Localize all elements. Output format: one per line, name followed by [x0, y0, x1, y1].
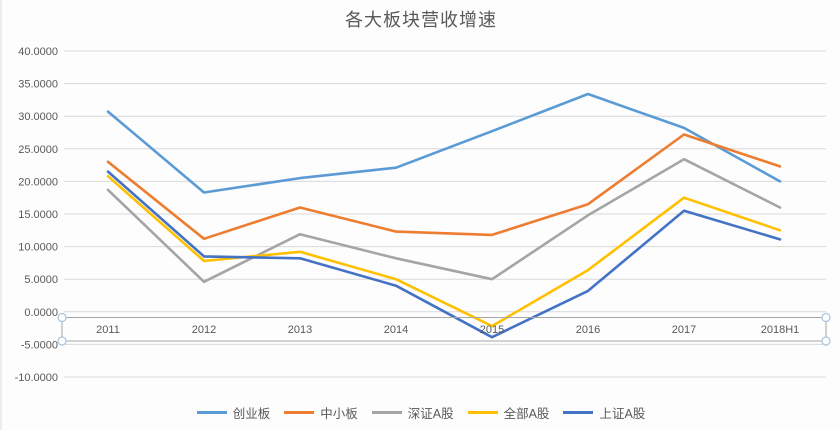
- y-axis-tick-label: 15.0000: [18, 209, 58, 221]
- y-axis-tick-label: 0.0000: [24, 307, 58, 319]
- axis-selection-handle[interactable]: [57, 312, 67, 323]
- x-axis-tick-label: 2017: [672, 324, 696, 336]
- x-axis-selection-box: [61, 317, 827, 342]
- x-axis-tick-label: 2011: [96, 324, 120, 336]
- y-axis-tick-label: 35.0000: [18, 79, 58, 91]
- legend-item-1: 中小板: [284, 403, 358, 422]
- legend-item-0: 创业板: [196, 403, 271, 422]
- y-axis-tick-label: 30.0000: [18, 111, 58, 123]
- y-axis-tick-label: 40.0000: [18, 46, 58, 58]
- series-line-2: [106, 157, 782, 284]
- x-axis-tick-label: 2015: [480, 324, 504, 336]
- y-axis-tick-label: 10.0000: [18, 242, 58, 254]
- series-line-4: [106, 170, 782, 339]
- x-axis-tick-label: 2014: [384, 324, 408, 336]
- legend: 创业板 中小板 深证A股 全部A股 上证A股: [2, 403, 840, 422]
- y-axis-tick-label: -10.0000: [15, 372, 58, 384]
- series-line-0: [106, 92, 782, 194]
- legend-label: 全部A股: [503, 407, 550, 421]
- axis-selection-handle[interactable]: [57, 336, 67, 346]
- legend-item-4: 上证A股: [563, 403, 645, 422]
- series-line-3: [106, 174, 782, 328]
- x-axis-tick-label: 2018H1: [761, 324, 800, 336]
- y-axis-tick-label: -5.0000: [21, 339, 58, 351]
- legend-swatch-icon: [284, 410, 315, 415]
- axis-selection-handle[interactable]: [821, 336, 831, 346]
- legend-label: 上证A股: [599, 407, 646, 421]
- legend-swatch-icon: [371, 410, 402, 415]
- x-axis-tick-label: 2016: [576, 324, 600, 336]
- legend-label: 创业板: [232, 407, 271, 421]
- legend-swatch-icon: [563, 410, 594, 415]
- y-axis-tick-label: 20.0000: [18, 176, 58, 188]
- legend-label: 中小板: [320, 407, 358, 421]
- legend-item-3: 全部A股: [467, 403, 550, 422]
- x-axis-tick-label: 2012: [192, 324, 216, 336]
- y-axis-tick-label: 5.0000: [24, 274, 58, 286]
- legend-swatch-icon: [196, 410, 227, 415]
- chart-title: 各大板块营收增速: [345, 10, 497, 30]
- series-line-1: [106, 133, 782, 241]
- axis-selection-handle[interactable]: [821, 312, 831, 323]
- x-axis-tick-label: 2013: [288, 324, 312, 336]
- y-axis-tick-label: 25.0000: [18, 144, 58, 156]
- legend-label: 深证A股: [407, 407, 454, 421]
- legend-swatch-icon: [467, 410, 498, 415]
- legend-item-2: 深证A股: [371, 403, 454, 422]
